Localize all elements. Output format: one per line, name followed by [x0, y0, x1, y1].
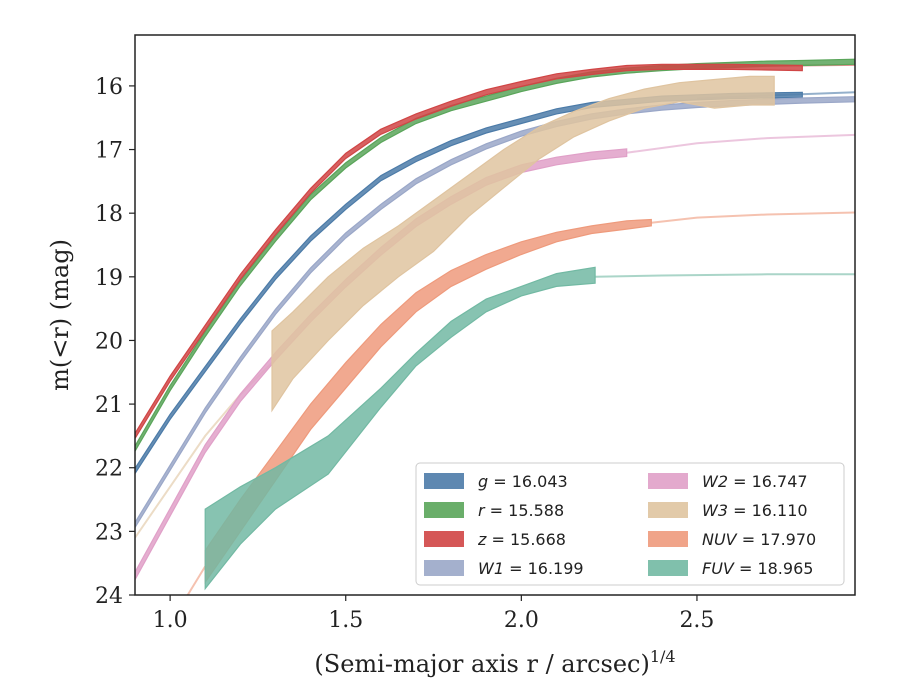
legend-band-name: W3	[702, 501, 728, 520]
legend-band-name: r	[478, 501, 486, 520]
legend-band-value: = 17.970	[737, 530, 817, 549]
x-tick-label: 2.5	[679, 608, 714, 633]
y-tick-label: 16	[95, 75, 123, 100]
x-axis-label: (Semi-major axis r / arcsec)1/4	[314, 647, 675, 678]
legend-band-value: = 15.588	[485, 501, 565, 520]
legend-swatch-w2	[648, 473, 688, 489]
legend-frame	[415, 462, 845, 586]
legend-swatch-g	[424, 473, 464, 489]
series-w2-extension	[626, 133, 855, 154]
ticks-layer: 1.0 1.5 2.0 2.5 16 17 18 19 20 21 22 23 24	[95, 75, 714, 633]
series-w1-band	[135, 96, 855, 529]
y-tick-label: 23	[95, 520, 123, 545]
legend-swatch-r	[424, 502, 464, 518]
legend-label-w2: W2 = 16.747	[702, 472, 808, 491]
y-tick-label: 24	[95, 584, 123, 609]
y-axis-label: m(<r) (mag)	[46, 239, 74, 391]
series-fuv-extension	[595, 273, 855, 278]
series-r-band	[135, 58, 855, 453]
x-tick-label: 1.5	[328, 608, 363, 633]
y-tick-label: 20	[95, 329, 123, 354]
x-axis-label-sup: 1/4	[650, 647, 676, 666]
legend-swatch-nuv	[648, 531, 688, 547]
legend-band-name: W2	[702, 472, 728, 491]
legend-band-value: = 16.747	[728, 472, 808, 491]
legend-band-name: FUV	[702, 559, 735, 578]
series-fuv-band	[204, 266, 596, 591]
legend-swatch-w3	[648, 502, 688, 518]
legend-band-value: = 16.110	[728, 501, 808, 520]
x-axis-label-main: (Semi-major axis r / arcsec)	[314, 650, 649, 678]
legend-swatch-z	[424, 531, 464, 547]
legend-label-z: z = 15.668	[477, 530, 566, 549]
legend-label-r: r = 15.588	[478, 501, 564, 520]
legend-band-name: W1	[478, 559, 504, 578]
y-tick-label: 18	[95, 202, 123, 227]
legend-label-w3: W3 = 16.110	[702, 501, 808, 520]
y-tick-label: 21	[95, 393, 123, 418]
x-tick-label: 2.0	[504, 608, 539, 633]
series-nuv-band	[204, 218, 652, 585]
legend-band-value: = 16.043	[488, 472, 568, 491]
y-tick-label: 17	[95, 139, 123, 164]
legend-label-fuv: FUV = 18.965	[702, 559, 813, 578]
y-tick-label: 22	[95, 457, 123, 482]
legend-band-value: = 15.668	[486, 530, 566, 549]
legend-label-g: g = 16.043	[478, 472, 568, 491]
legend-band-name: z	[477, 530, 487, 549]
legend-band-value: = 18.965	[734, 559, 814, 578]
series-layer	[135, 58, 855, 595]
series-z-band	[135, 63, 803, 440]
legend-band-name: g	[478, 472, 488, 491]
x-tick-label: 1.0	[153, 608, 188, 633]
legend-band-value: = 16.199	[504, 559, 584, 578]
y-tick-label: 19	[95, 266, 123, 291]
legend-swatch-fuv	[648, 560, 688, 576]
legend-label-w1: W1 = 16.199	[478, 559, 584, 578]
series-nuv-extension-outer	[651, 211, 855, 224]
series-nuv-extension	[186, 565, 207, 595]
legend-swatch-w1	[424, 560, 464, 576]
legend-band-name: NUV	[702, 530, 738, 549]
plot-frame	[134, 34, 856, 596]
legend-label-nuv: NUV = 17.970	[702, 530, 816, 549]
series-w3-band	[271, 75, 775, 413]
